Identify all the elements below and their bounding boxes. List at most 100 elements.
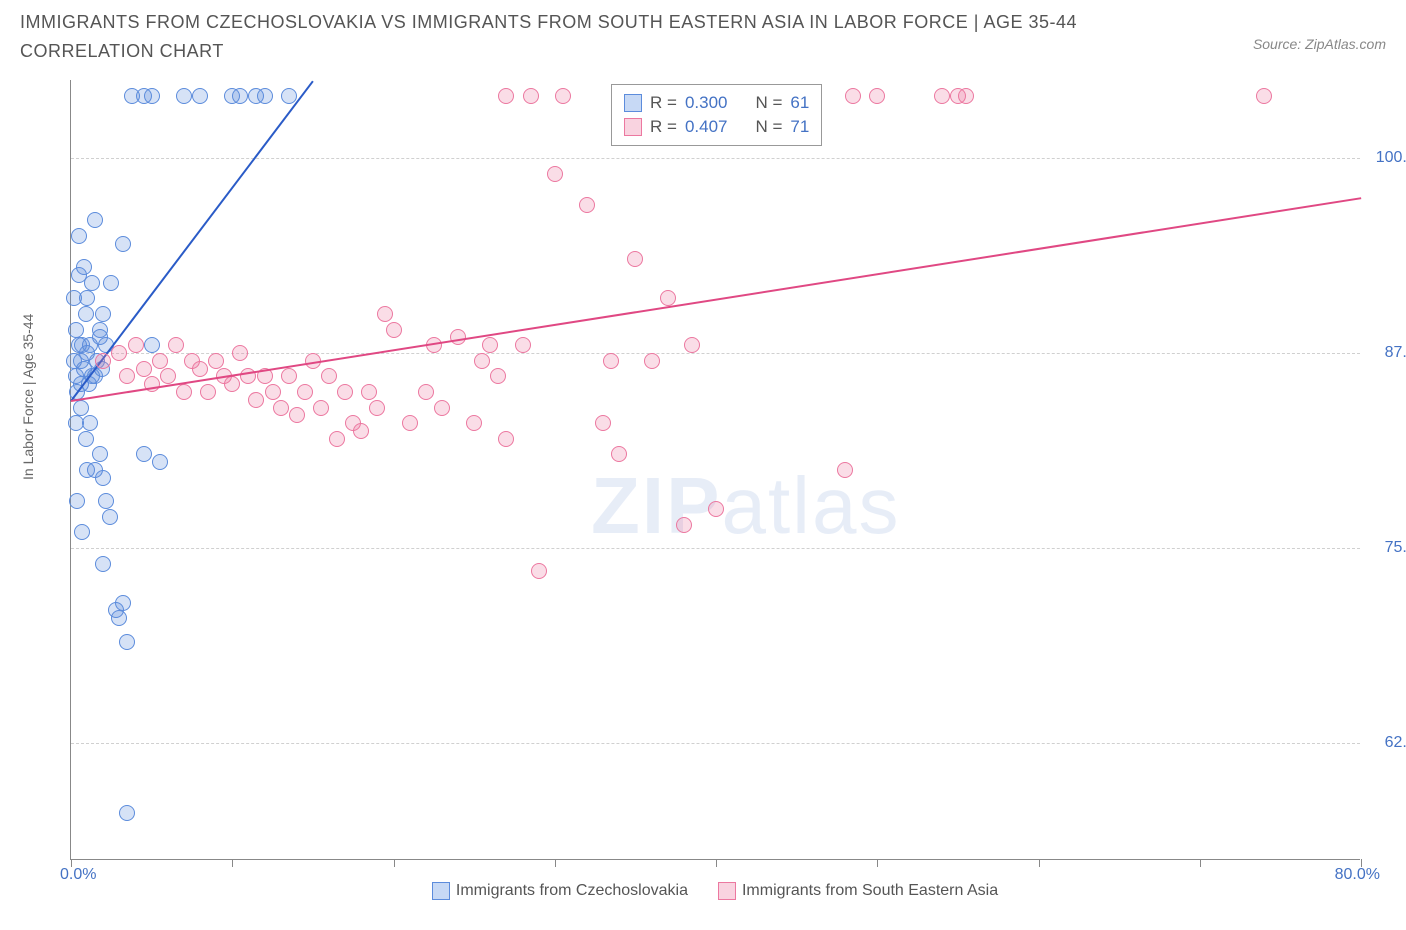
data-point [176,384,192,400]
data-point [92,322,108,338]
data-point [466,415,482,431]
data-point [98,493,114,509]
data-point [313,400,329,416]
data-point [515,337,531,353]
data-point [434,400,450,416]
swatch-series-1 [718,882,736,900]
data-point [627,251,643,267]
y-tick-label: 87.5% [1370,344,1406,362]
data-point [160,368,176,384]
data-point [281,368,297,384]
data-point [498,431,514,447]
y-tick-label: 75.0% [1370,539,1406,557]
gridline [71,353,1360,354]
stat-r-value: 0.407 [685,117,728,137]
data-point [531,563,547,579]
stat-n-value: 61 [790,93,809,113]
watermark: ZIPatlas [591,460,900,552]
chart-container: In Labor Force | Age 35-44 ZIPatlas 62.5… [20,80,1386,880]
data-point [119,634,135,650]
data-point [176,88,192,104]
data-point [200,384,216,400]
chart-title: IMMIGRANTS FROM CZECHOSLOVAKIA VS IMMIGR… [20,8,1120,66]
data-point [111,345,127,361]
data-point [224,376,240,392]
watermark-light: atlas [721,461,900,550]
data-point [845,88,861,104]
data-point [337,384,353,400]
stat-r-label: R = [650,93,677,113]
data-point [603,353,619,369]
stats-legend-row: R = 0.407N = 71 [624,115,809,139]
data-point [144,337,160,353]
data-point [232,345,248,361]
data-point [708,501,724,517]
source-label: Source: ZipAtlas.com [1253,36,1386,52]
plot-area: ZIPatlas 62.5%75.0%87.5%100.0%R = 0.300N… [70,80,1360,860]
data-point [78,306,94,322]
data-point [377,306,393,322]
stats-legend: R = 0.300N = 61R = 0.407N = 71 [611,84,822,146]
stat-n-label: N = [755,117,782,137]
data-point [837,462,853,478]
data-point [611,446,627,462]
stat-r-label: R = [650,117,677,137]
data-point [595,415,611,431]
data-point [73,400,89,416]
data-point [289,407,305,423]
data-point [353,423,369,439]
data-point [92,446,108,462]
legend-label-1: Immigrants from South Eastern Asia [742,882,998,900]
data-point [418,384,434,400]
data-point [297,384,313,400]
data-point [523,88,539,104]
data-point [68,322,84,338]
data-point [168,337,184,353]
data-point [73,353,89,369]
data-point [684,337,700,353]
data-point [498,88,514,104]
data-point [257,88,273,104]
data-point [273,400,289,416]
data-point [369,400,385,416]
swatch-icon [624,118,642,136]
data-point [644,353,660,369]
data-point [361,384,377,400]
data-point [1256,88,1272,104]
bottom-legend: Immigrants from Czechoslovakia Immigrant… [70,882,1360,900]
stat-n-label: N = [755,93,782,113]
data-point [82,415,98,431]
data-point [136,361,152,377]
data-point [74,337,90,353]
data-point [115,595,131,611]
data-point [71,267,87,283]
data-point [74,524,90,540]
y-axis-title: In Labor Force | Age 35-44 [20,314,36,480]
data-point [71,228,87,244]
data-point [152,454,168,470]
x-axis-labels: 0.0% 80.0% Immigrants from Czechoslovaki… [70,866,1360,890]
data-point [555,88,571,104]
data-point [402,415,418,431]
data-point [490,368,506,384]
swatch-icon [624,94,642,112]
data-point [128,337,144,353]
y-tick-label: 100.0% [1370,149,1406,167]
watermark-bold: ZIP [591,461,721,550]
data-point [95,353,111,369]
data-point [192,88,208,104]
stat-r-value: 0.300 [685,93,728,113]
data-point [78,431,94,447]
legend-label-0: Immigrants from Czechoslovakia [456,882,688,900]
gridline [71,548,1360,549]
data-point [144,88,160,104]
data-point [87,212,103,228]
data-point [232,88,248,104]
y-tick-label: 62.5% [1370,734,1406,752]
stats-legend-row: R = 0.300 N = 61 [624,91,809,115]
data-point [386,322,402,338]
data-point [869,88,885,104]
data-point [66,290,82,306]
swatch-series-0 [432,882,450,900]
gridline [71,158,1360,159]
